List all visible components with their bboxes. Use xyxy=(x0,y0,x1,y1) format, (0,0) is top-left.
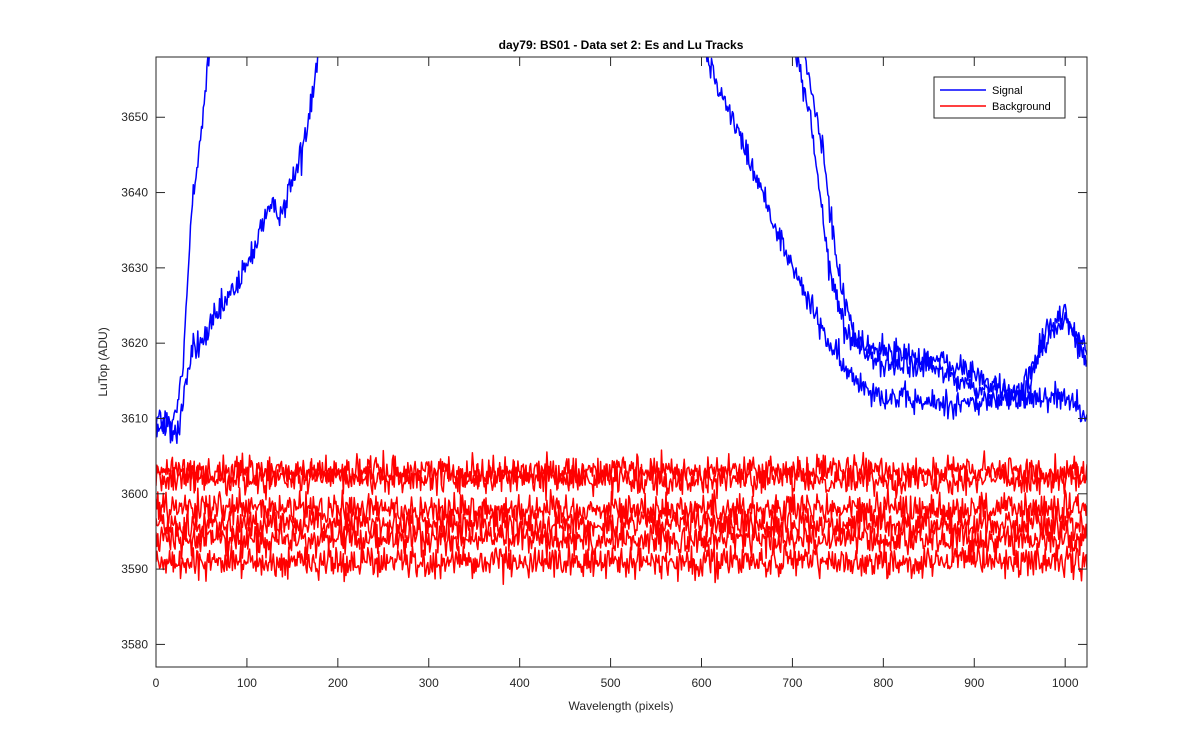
y-tick-label: 3590 xyxy=(121,562,148,576)
y-axis-ticks: 3580 3590 3600 3610 3620 3630 3640 3650 xyxy=(121,110,1087,651)
y-axis-label: LuTop (ADU) xyxy=(96,327,110,396)
y-tick-label: 3640 xyxy=(121,186,148,200)
x-tick-label: 1000 xyxy=(1052,676,1079,690)
x-tick-label: 200 xyxy=(328,676,348,690)
x-tick-label: 400 xyxy=(510,676,530,690)
series-layer xyxy=(156,57,1087,586)
plot-frame xyxy=(155,56,1088,668)
x-tick-label: 500 xyxy=(601,676,621,690)
series-line-background-6 xyxy=(156,456,1087,501)
y-tick-label: 3600 xyxy=(121,487,148,501)
series-line-background-8 xyxy=(156,500,1087,547)
y-tick-label: 3650 xyxy=(121,110,148,124)
series-line-background-9 xyxy=(156,515,1087,562)
legend: Signal Background xyxy=(933,76,1066,119)
y-tick-label: 3580 xyxy=(121,637,148,651)
x-tick-label: 900 xyxy=(964,676,984,690)
x-axis-label: Wavelength (pixels) xyxy=(569,699,674,713)
x-tick-label: 0 xyxy=(153,676,160,690)
series-line-signal-1 xyxy=(156,57,319,445)
y-tick-label: 3610 xyxy=(121,411,148,425)
x-tick-label: 700 xyxy=(782,676,802,690)
y-tick-label: 3630 xyxy=(121,261,148,275)
x-axis-ticks: 0 100 200 300 400 500 600 700 800 900 1000 xyxy=(153,57,1079,690)
chart-title: day79: BS01 - Data set 2: Es and Lu Trac… xyxy=(499,38,744,52)
x-tick-label: 300 xyxy=(419,676,439,690)
x-tick-label: 600 xyxy=(691,676,711,690)
legend-label-signal: Signal xyxy=(992,85,1023,97)
y-tick-label: 3620 xyxy=(121,336,148,350)
legend-box xyxy=(933,76,1066,119)
legend-label-background: Background xyxy=(992,101,1051,113)
series-line-background-7 xyxy=(156,486,1087,531)
x-tick-label: 100 xyxy=(237,676,257,690)
series-line-background-10 xyxy=(156,536,1087,586)
series-line-signal-4 xyxy=(804,57,1087,410)
x-tick-label: 800 xyxy=(873,676,893,690)
